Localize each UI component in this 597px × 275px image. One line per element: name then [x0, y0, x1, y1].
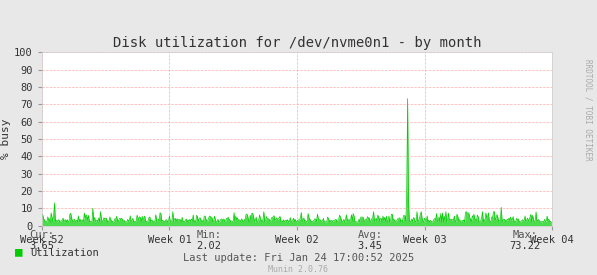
Text: RRDTOOL / TOBI OETIKER: RRDTOOL / TOBI OETIKER: [583, 59, 593, 161]
Text: 2.02: 2.02: [196, 241, 221, 251]
Text: ■: ■: [15, 246, 23, 259]
Y-axis label: % busy: % busy: [1, 119, 11, 159]
Text: Munin 2.0.76: Munin 2.0.76: [269, 265, 328, 274]
Text: 3.65: 3.65: [29, 241, 54, 251]
Text: Min:: Min:: [196, 230, 221, 240]
Text: Max:: Max:: [513, 230, 538, 240]
Title: Disk utilization for /dev/nvme0n1 - by month: Disk utilization for /dev/nvme0n1 - by m…: [113, 36, 481, 50]
Text: 3.45: 3.45: [358, 241, 383, 251]
Text: Avg:: Avg:: [358, 230, 383, 240]
Text: Last update: Fri Jan 24 17:00:52 2025: Last update: Fri Jan 24 17:00:52 2025: [183, 253, 414, 263]
Text: Cur:: Cur:: [29, 230, 54, 240]
Text: Utilization: Utilization: [30, 248, 99, 258]
Text: 73.22: 73.22: [510, 241, 541, 251]
